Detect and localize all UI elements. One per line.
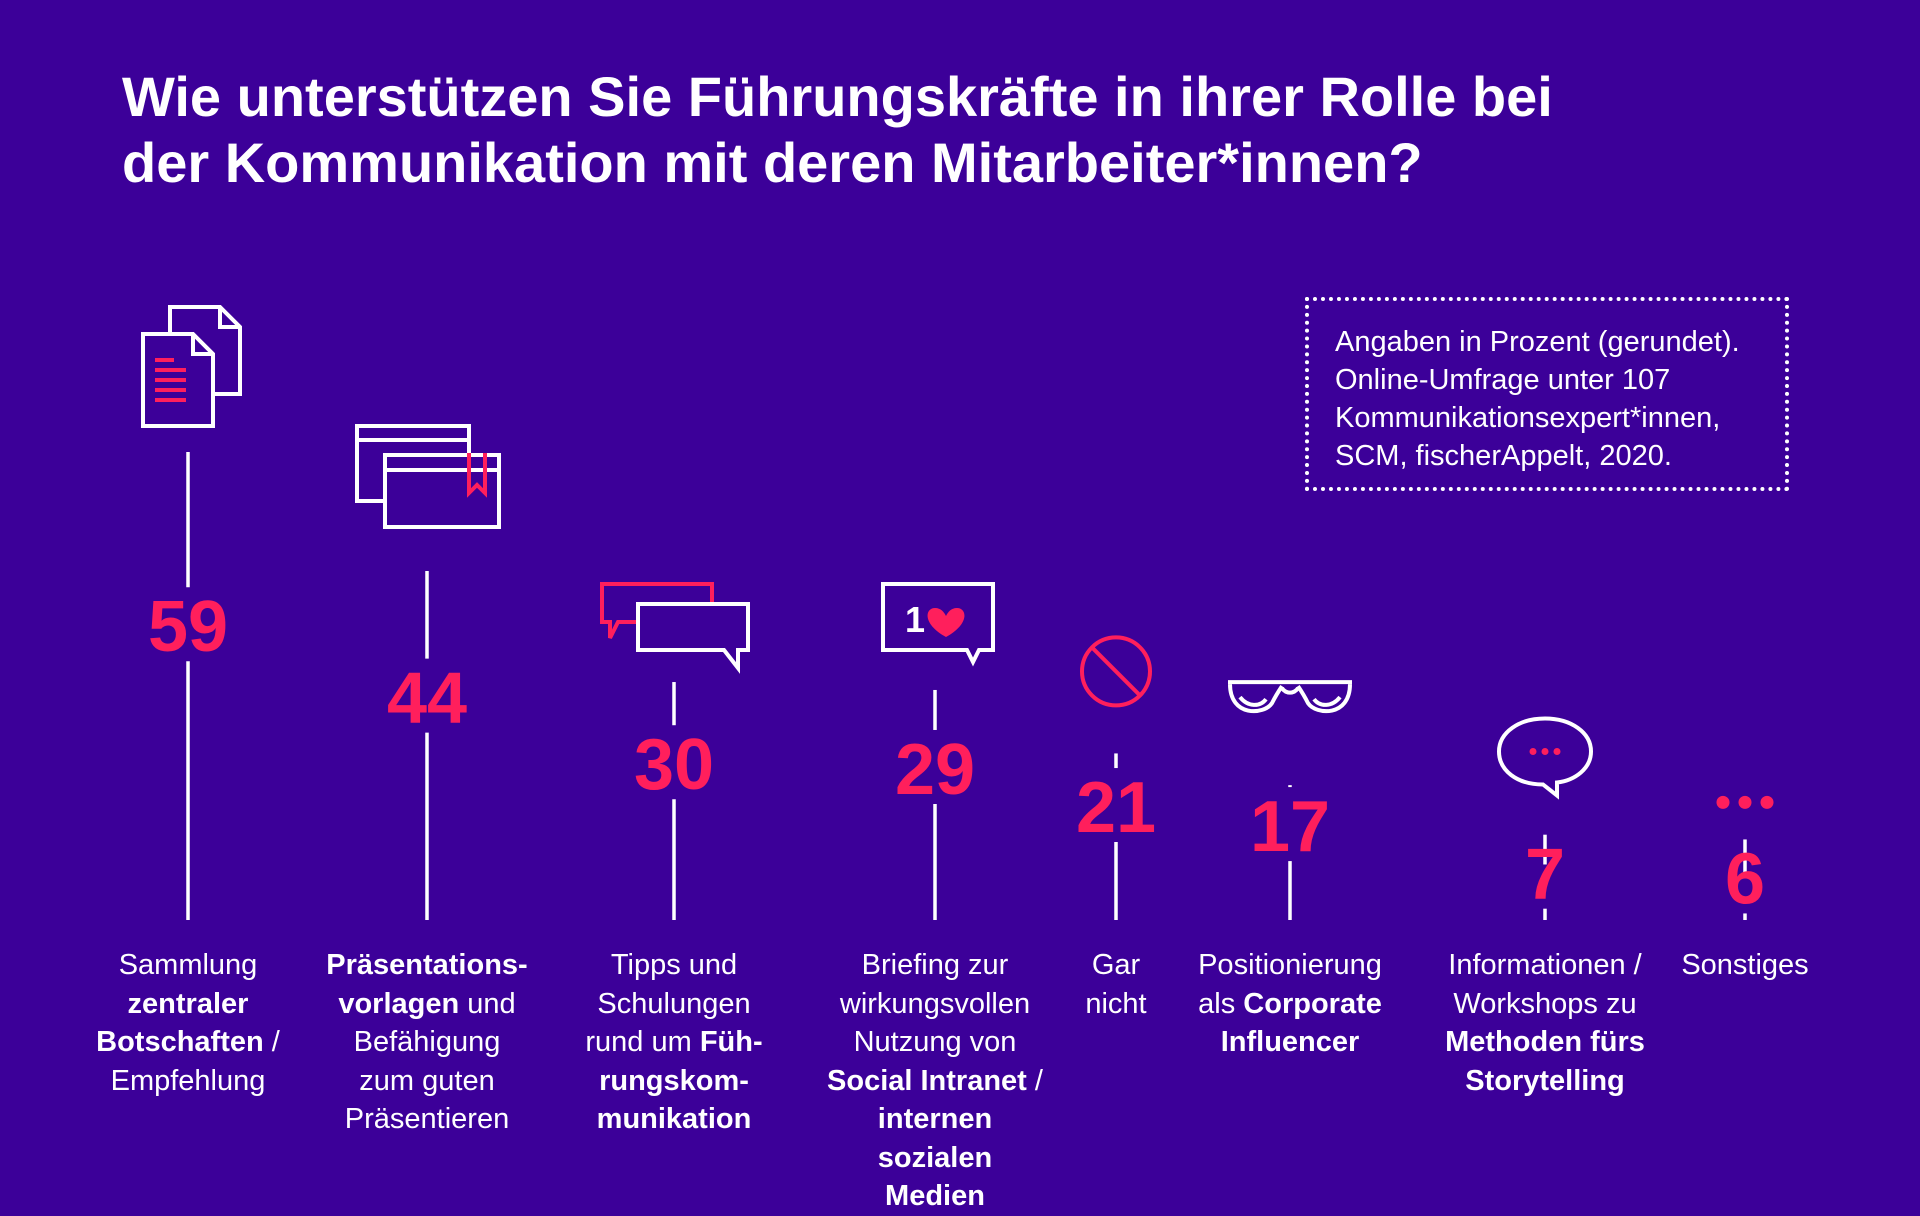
value-label-5: 21 [1076,768,1156,848]
value-label-7: 7 [1525,835,1565,915]
value-label-3: 30 [634,725,714,805]
category-label-7: Informationen / Workshops zu Methoden fürs… [1445,949,1645,1097]
chart-stems [186,452,1747,920]
category-label-6: Positionierung als Corporate Influencer [1198,949,1382,1058]
note-line-1: Angaben in Prozent (gerundet). [1335,326,1740,358]
value-label-6: 17 [1250,787,1330,867]
presentation-slides-icon [355,423,501,529]
category-label-8: Sonstiges [1681,949,1809,981]
note-line-2: Online-Umfrage unter 107 [1335,364,1671,396]
category-label-5: Gar nicht [1085,949,1147,1020]
svg-text:1: 1 [905,599,925,640]
category-label-1: Sammlung zentraler Botschaften / Empfehlun… [96,949,280,1097]
documents-icon [141,305,242,428]
prohibited-icon [1080,635,1152,708]
note-line-4: SCM, fischerAppelt, 2020. [1335,440,1672,472]
category-label-3: Tipps und Schulungen rund um Füh-rungskom-… [585,949,763,1135]
chart-value-labels: 59 44 30 29 21 17 7 6 [148,587,1765,919]
value-label-2: 44 [387,659,467,739]
source-note-box: Angaben in Prozent (gerundet). Online-Um… [1305,297,1789,491]
value-label-8: 6 [1725,839,1765,919]
value-label-4: 29 [895,730,975,810]
value-label-1: 59 [148,587,228,667]
title-line-1: Wie unterstützen Sie Führungskräfte in i… [122,65,1553,128]
category-label-4: Briefing zur wirkungsvollen Nutzung von Soc… [827,949,1043,1212]
title-line-2: der Kommunikation mit deren Mitarbeiter*… [122,131,1423,194]
glasses-icon [1228,680,1352,714]
ellipsis-icon [1716,795,1774,809]
speech-bubble-icon [1496,716,1594,800]
category-label-2: Präsentations-vorlagen und Befähigung zum … [326,949,528,1135]
chat-bubbles-icon [600,582,750,674]
chart-title: Wie unterstützen Sie Führungskräfte in i… [122,64,1822,196]
like-notification-icon: 1 [881,581,995,667]
chart-icons: 1 [141,305,1774,809]
note-line-3: Kommunikationsexpert*innen, [1335,402,1721,434]
